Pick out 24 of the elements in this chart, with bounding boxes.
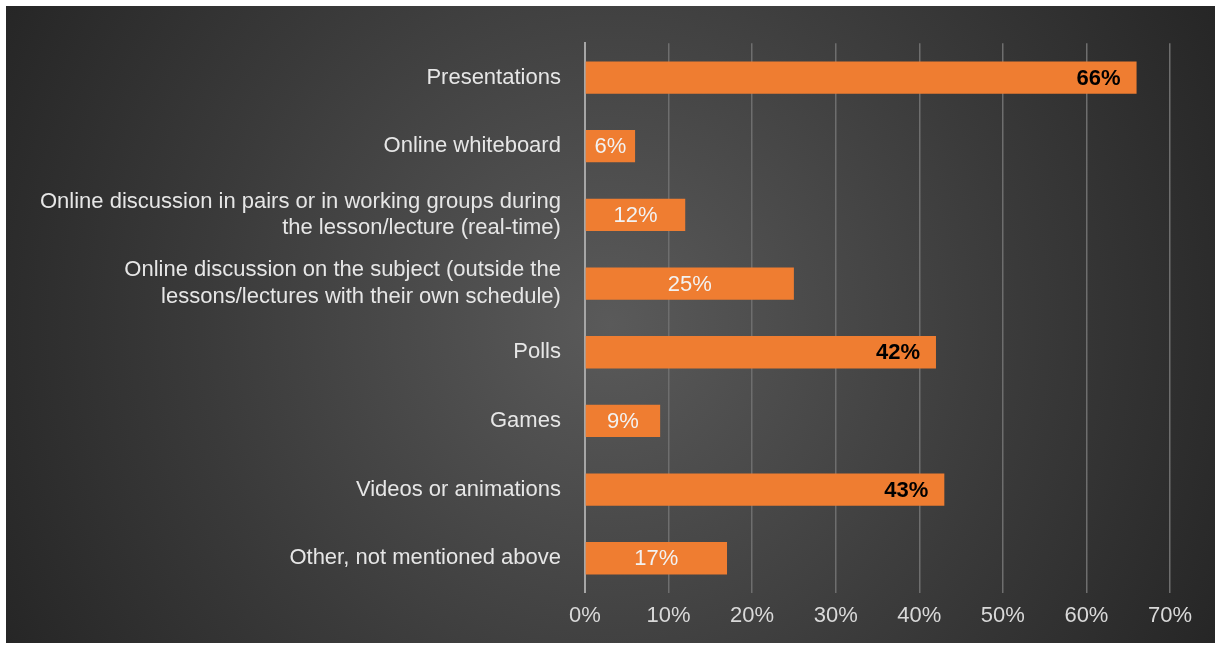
- data-label: 6%: [594, 133, 627, 159]
- x-tick-label: 70%: [1147, 601, 1193, 627]
- x-tick-label: 30%: [813, 601, 858, 627]
- data-label: 66%: [1076, 64, 1121, 90]
- x-tick-label: 10%: [646, 601, 691, 627]
- data-label: 42%: [875, 339, 920, 365]
- y-tick-label: Online whiteboard: [383, 132, 561, 158]
- y-tick-label: Presentations: [426, 63, 561, 89]
- data-label: 25%: [667, 270, 712, 296]
- x-tick-label: 40%: [897, 601, 942, 627]
- data-label: 9%: [607, 407, 639, 433]
- data-label: 43%: [884, 476, 929, 502]
- y-tick-label: Games: [490, 406, 561, 432]
- y-tick-label: Other, not mentioned above: [289, 544, 561, 570]
- y-tick-label: Videos or animations: [355, 475, 561, 501]
- x-tick-label: 50%: [980, 601, 1025, 627]
- y-tick-label: Online discussion on the subject (outside the lessons/lectures with their own schedule): [124, 256, 561, 308]
- data-label: 12%: [613, 201, 658, 227]
- y-tick-label: Online discussion in pairs or in working groups during the lesson/lecture (real-time): [39, 187, 561, 240]
- x-tick-label: 20%: [730, 601, 775, 627]
- x-tick-label: 60%: [1064, 601, 1109, 627]
- x-tick-label: 0%: [569, 601, 601, 627]
- y-tick-label: Polls: [513, 338, 561, 364]
- data-label: 17%: [634, 545, 679, 571]
